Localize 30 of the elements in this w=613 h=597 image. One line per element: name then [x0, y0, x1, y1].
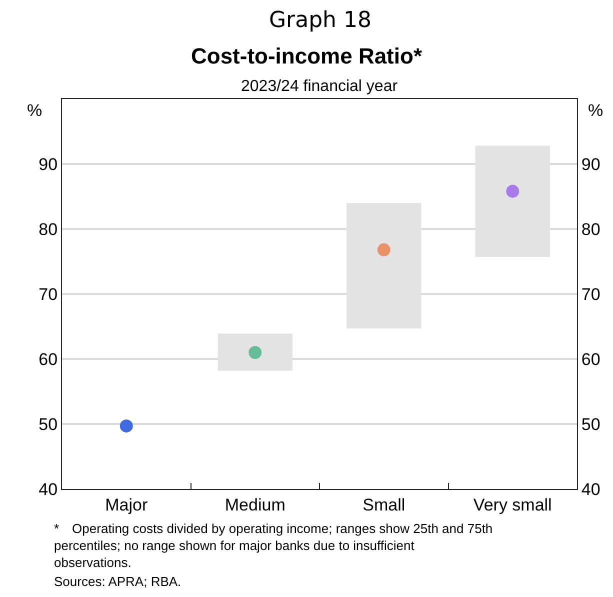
y-tick-label: 90: [38, 154, 58, 174]
y2-tick-label: 40: [581, 480, 600, 499]
text: * Operating costs divided by operating income; ranges show 25th and 75th percentiles; no range shown for major banks due to insufficient observations.: [54, 521, 493, 570]
source-note: Sources: APRA; RBA.: [54, 574, 182, 589]
point: [377, 243, 390, 256]
caption: Graph 18: [269, 8, 372, 33]
bar: [218, 334, 292, 371]
point: [506, 184, 520, 198]
y2-tick-label: 70: [581, 284, 600, 304]
chart-subtitle: 2023/24 financial year: [241, 78, 398, 95]
point: [248, 346, 262, 359]
chart-title: Cost-to-income Ratio*: [191, 43, 422, 68]
y-tick-label: 60: [38, 350, 58, 369]
y2-tick-label: 90: [581, 154, 600, 174]
x-tick-label: Small: [362, 495, 406, 514]
x-tick-label: Major: [105, 495, 148, 514]
bar: [346, 203, 422, 328]
y2-tick-label: 80: [581, 220, 600, 239]
y-tick-label: 40: [38, 480, 58, 499]
x-tick-label: Medium: [224, 495, 286, 514]
x-tick-label: Very small: [473, 495, 552, 514]
y2-tick-label: 60: [581, 350, 600, 369]
y-tick-label: 70: [38, 284, 58, 304]
y-axis-title: %: [27, 101, 42, 120]
y2-axis-title: %: [588, 101, 604, 120]
y-tick-label: 50: [38, 414, 58, 434]
y2-tick-label: 50: [581, 414, 600, 434]
bar: [475, 146, 550, 257]
y-tick-label: 80: [38, 220, 58, 239]
point: [120, 419, 133, 432]
